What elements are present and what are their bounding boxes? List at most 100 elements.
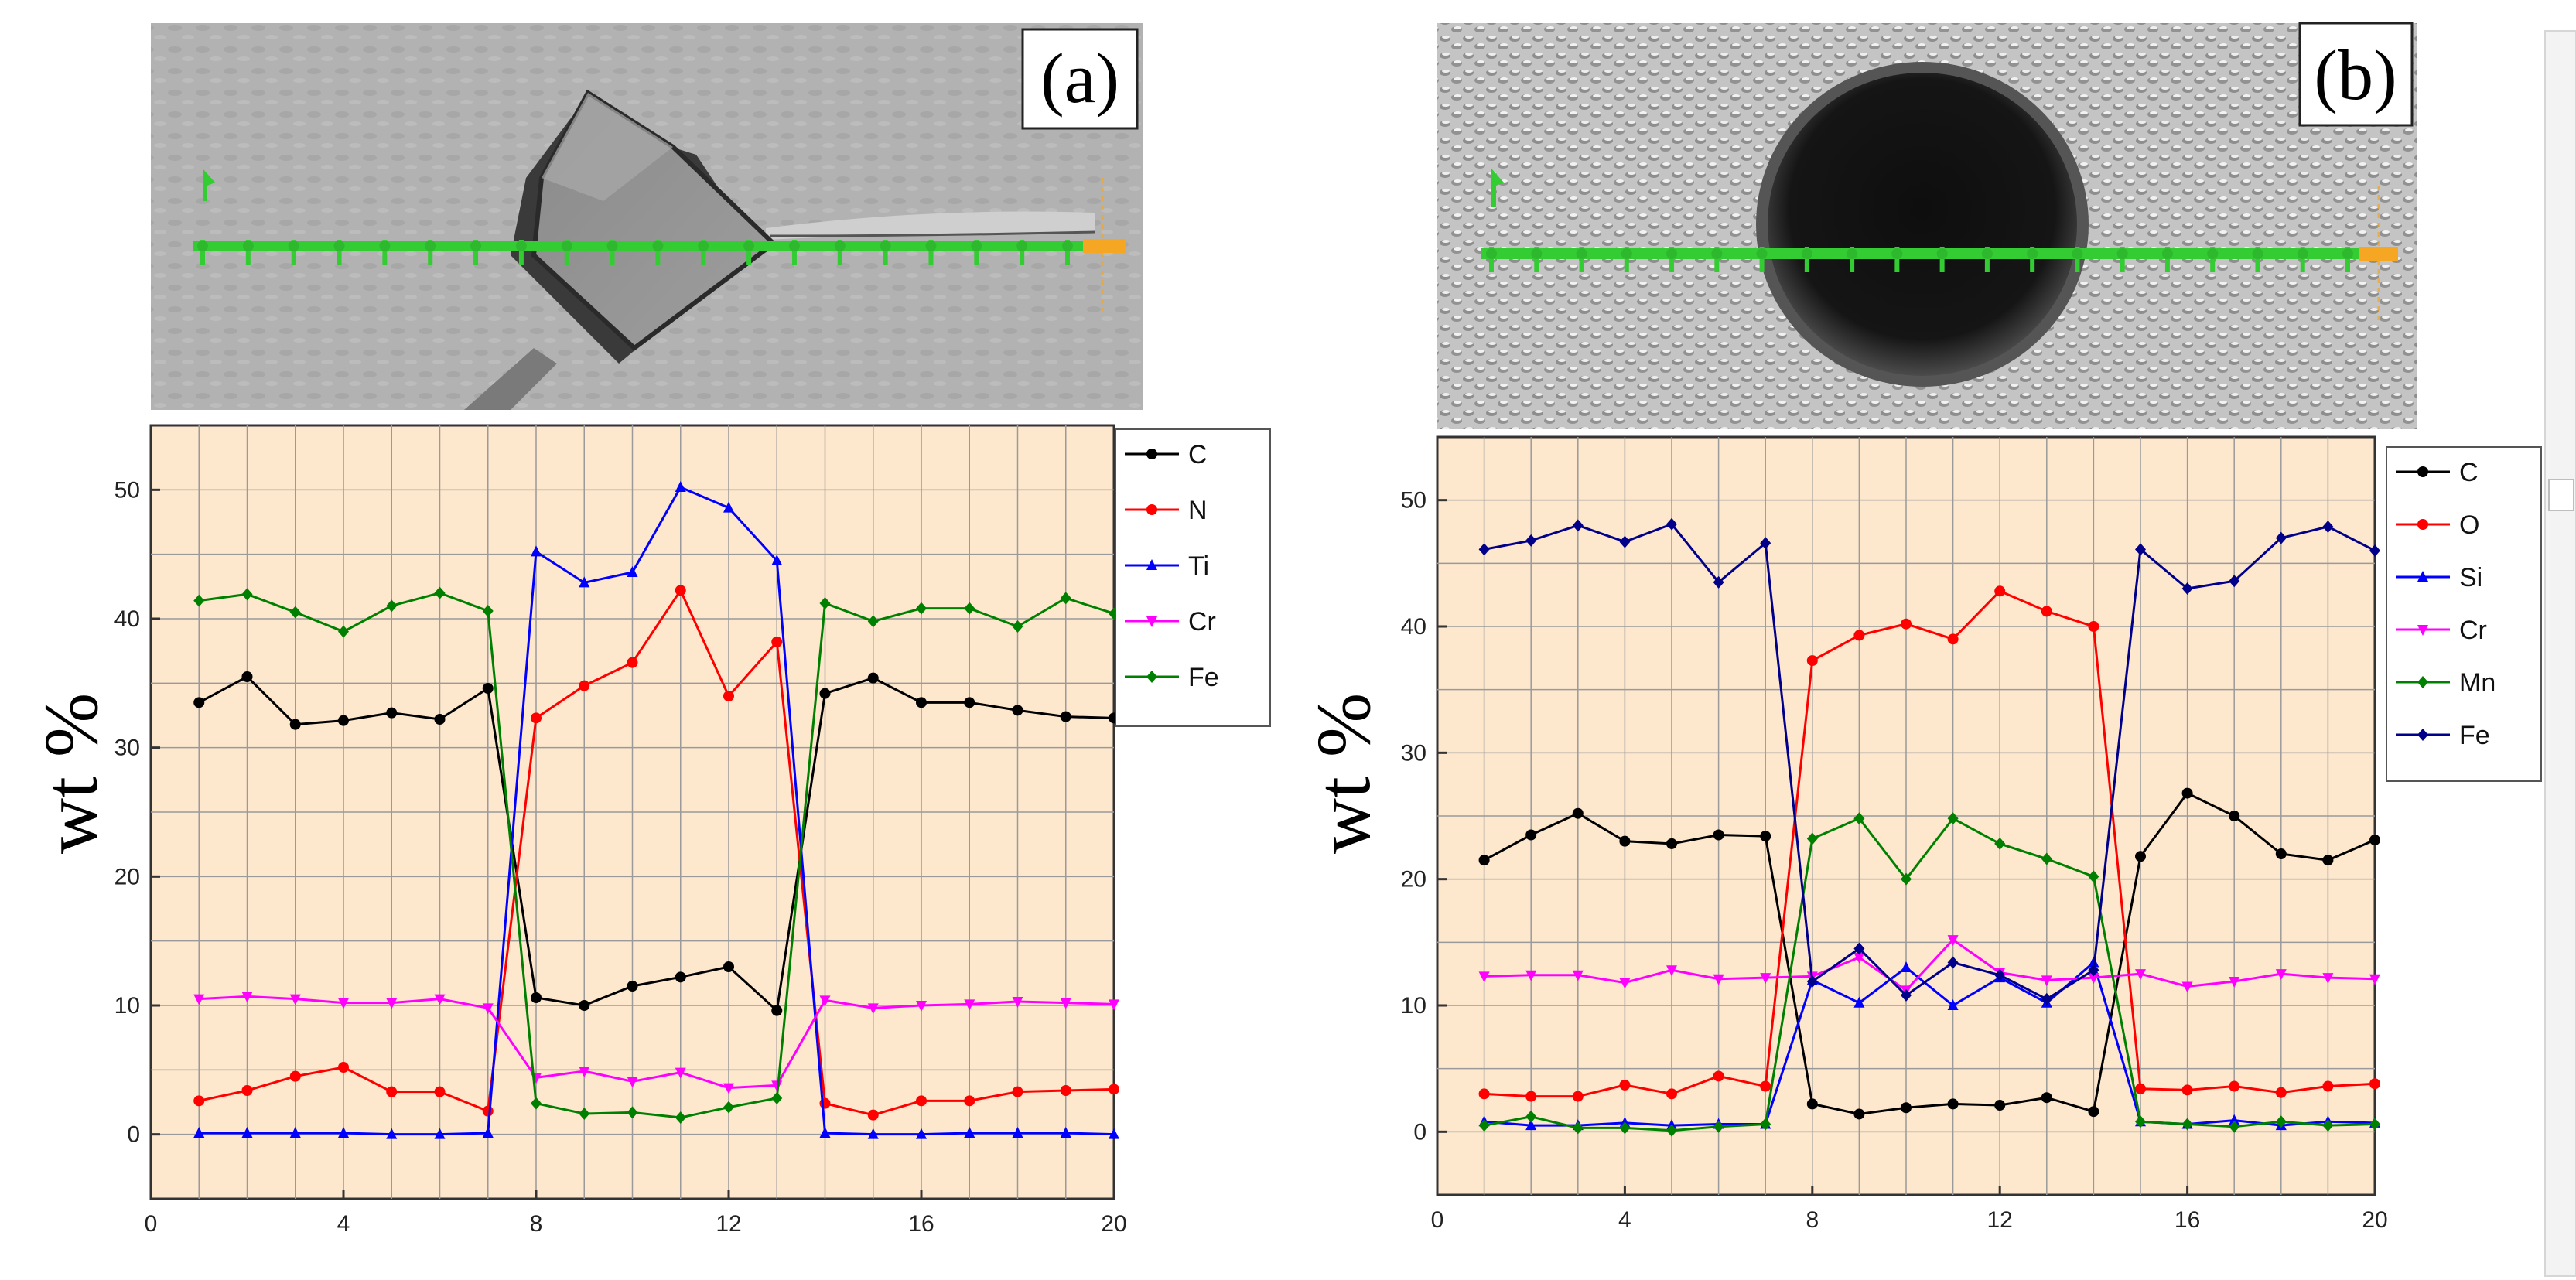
series-fe-point — [867, 615, 879, 628]
linescan-point — [652, 241, 664, 251]
series-si-line — [1484, 960, 2376, 1127]
series-c-point — [289, 719, 301, 730]
series-o-point — [2369, 1078, 2380, 1090]
series-o-point — [2181, 1084, 2193, 1096]
panel-a-label: (a) — [1040, 39, 1119, 118]
x-tick-label: 0 — [145, 1211, 158, 1237]
series-fe-point — [1947, 956, 1959, 969]
micrograph-b: (b) — [1437, 22, 2417, 429]
x-tick-label: 12 — [1987, 1207, 2013, 1233]
linescan-point — [1847, 248, 1858, 259]
series-mn-point — [1666, 1124, 1677, 1137]
linescan-point — [880, 241, 891, 251]
series-c-point — [1947, 1098, 1959, 1110]
linescan-point — [1801, 248, 1812, 259]
series-cr-point — [241, 992, 253, 1003]
series-cr-point — [1525, 970, 1537, 981]
series-ti-point — [1060, 1127, 1071, 1138]
linescan-point — [470, 241, 482, 251]
series-cr-point — [2041, 975, 2052, 987]
legend-entry-cr: Cr — [2459, 616, 2487, 645]
chart-a-ylabel: wt % — [28, 693, 114, 854]
series-cr-point — [2181, 981, 2193, 993]
legend-swatch-marker — [1146, 559, 1157, 570]
series-o — [1478, 585, 2380, 1102]
series-cr-point — [1947, 935, 1959, 947]
linescan-point — [925, 241, 937, 251]
series-mn-line — [1484, 817, 2376, 1132]
series-fe-point — [2229, 575, 2240, 588]
series-c-point — [964, 697, 975, 708]
series-cr-point — [1572, 970, 1584, 981]
series-o-point — [2322, 1080, 2334, 1092]
series-o-point — [1806, 655, 1818, 667]
series-c-point — [193, 697, 205, 708]
scrollbar-track[interactable] — [2544, 30, 2576, 1277]
series-o-point — [1760, 1080, 1771, 1092]
series-si-point — [2229, 1114, 2240, 1125]
series-o-point — [1901, 618, 1912, 630]
series-cr-point — [386, 998, 398, 1009]
micrograph-a-crack-lower — [464, 348, 557, 410]
x-tick-label: 20 — [1101, 1211, 1126, 1237]
linescan-point — [2072, 248, 2083, 259]
inclusion-b-sphere — [1768, 73, 2077, 376]
legend-entry-n: N — [1188, 496, 1208, 525]
y-tick-label: 20 — [114, 864, 140, 889]
linescan-point — [1711, 248, 1723, 259]
linescan-point — [288, 241, 299, 251]
series-cr-point — [2322, 973, 2334, 985]
series-c-point — [1572, 807, 1584, 819]
linescan-point — [2161, 248, 2173, 259]
legend-entry-cr: Cr — [1188, 607, 1216, 637]
series-o-point — [1994, 585, 2006, 597]
series-fe-point — [2135, 543, 2146, 556]
chart-b-grid — [1437, 437, 2375, 1195]
linescan-point — [333, 241, 345, 251]
micrograph-a: (a) — [151, 23, 1143, 410]
y-tick-label: 40 — [1401, 614, 1426, 640]
legend-entry-fe: Fe — [1188, 663, 1219, 692]
x-tick-label: 16 — [908, 1211, 934, 1237]
chart-b-x-axis: 0 4 8 12 16 20 — [1431, 1186, 2388, 1233]
series-o-point — [1572, 1091, 1584, 1102]
series-ti-point — [289, 1127, 301, 1138]
series-n-point — [627, 657, 638, 668]
series-o-point — [1713, 1070, 1724, 1082]
series-o-point — [1947, 633, 1959, 645]
series-mn-point — [2181, 1118, 2193, 1131]
series-mn-point — [1806, 832, 1818, 845]
series-cr-point — [771, 1080, 783, 1092]
series-c-point — [2088, 1106, 2099, 1118]
linescan-point — [561, 241, 572, 251]
legend-entry-ti: Ti — [1188, 551, 1209, 581]
scrollbar-thumb[interactable] — [2548, 479, 2574, 511]
series-c-point — [867, 672, 879, 684]
legend-swatch-marker — [1146, 671, 1157, 683]
linescan-point — [425, 241, 436, 251]
series-cr-point — [2135, 969, 2146, 981]
series-mn-point — [1947, 812, 1959, 825]
series-si-point — [1947, 999, 1959, 1010]
series-ti-point — [867, 1128, 879, 1139]
legend-swatch-marker — [1146, 616, 1157, 627]
series-cr-point — [2229, 976, 2240, 988]
series-c-point — [1060, 711, 1071, 722]
series-n-point — [338, 1062, 349, 1073]
linescan-point — [788, 241, 800, 251]
series-fe-point — [1713, 575, 1724, 589]
linescan-a-start-marker — [203, 169, 215, 201]
series-c — [1478, 787, 2380, 1120]
series-fe-point — [1525, 534, 1537, 547]
series-o-point — [1619, 1079, 1631, 1091]
series-ti-point — [579, 576, 590, 588]
series-cr — [193, 992, 1119, 1094]
series-ti-line — [199, 486, 1115, 1136]
series-ti-point — [723, 501, 734, 513]
chart-a-legend: CN Ti Cr Fe — [1115, 428, 1271, 727]
series-c-point — [1760, 831, 1771, 842]
series-fe-point — [1666, 517, 1677, 531]
linescan-point — [1486, 248, 1497, 259]
x-tick-label: 12 — [716, 1211, 741, 1237]
series-si-point — [1525, 1119, 1537, 1131]
